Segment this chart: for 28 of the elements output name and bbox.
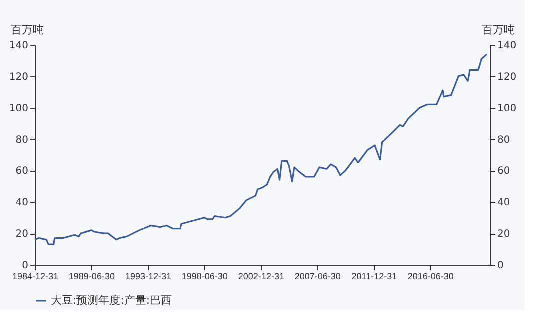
y2-axis-title: 百万吨 [482,24,515,36]
y-axis-title: 百万吨 [11,24,44,36]
x-tick-label: 2011-12-31 [352,272,398,282]
y-tick-label: 120 [9,72,28,83]
y2-tick-label: 20 [498,229,510,240]
x-tick-label: 2007-06-30 [294,272,341,282]
x-tick-label: 1989-06-30 [68,272,115,282]
legend-label: 大豆:预测年度:产量:巴西 [51,294,172,307]
y2-tick-label: 60 [498,166,510,178]
y-tick-label: 40 [16,198,28,209]
y-tick-label: 20 [16,229,28,240]
y2-tick-label: 120 [498,72,517,83]
y2-tick-label: 40 [498,198,510,209]
y-tick-label: 80 [16,134,28,146]
y-tick-label: 140 [9,40,28,52]
line-series [34,54,488,246]
y-tick-label: 100 [9,103,28,114]
y-tick-label: 60 [16,166,28,178]
x-tick-label: 1993-12-31 [125,272,172,282]
y-tick-label: 0 [22,260,28,272]
x-tick-label: 2016-06-30 [408,272,454,282]
x-tick-label: 1998-06-30 [182,272,228,282]
y2-tick-label: 0 [498,260,504,272]
x-tick-label: 1984-12-31 [12,272,59,282]
y2-tick-label: 100 [498,103,517,114]
x-tick-label: 2002-12-31 [238,272,284,282]
y2-tick-label: 80 [498,134,510,146]
y2-tick-label: 140 [498,40,517,52]
